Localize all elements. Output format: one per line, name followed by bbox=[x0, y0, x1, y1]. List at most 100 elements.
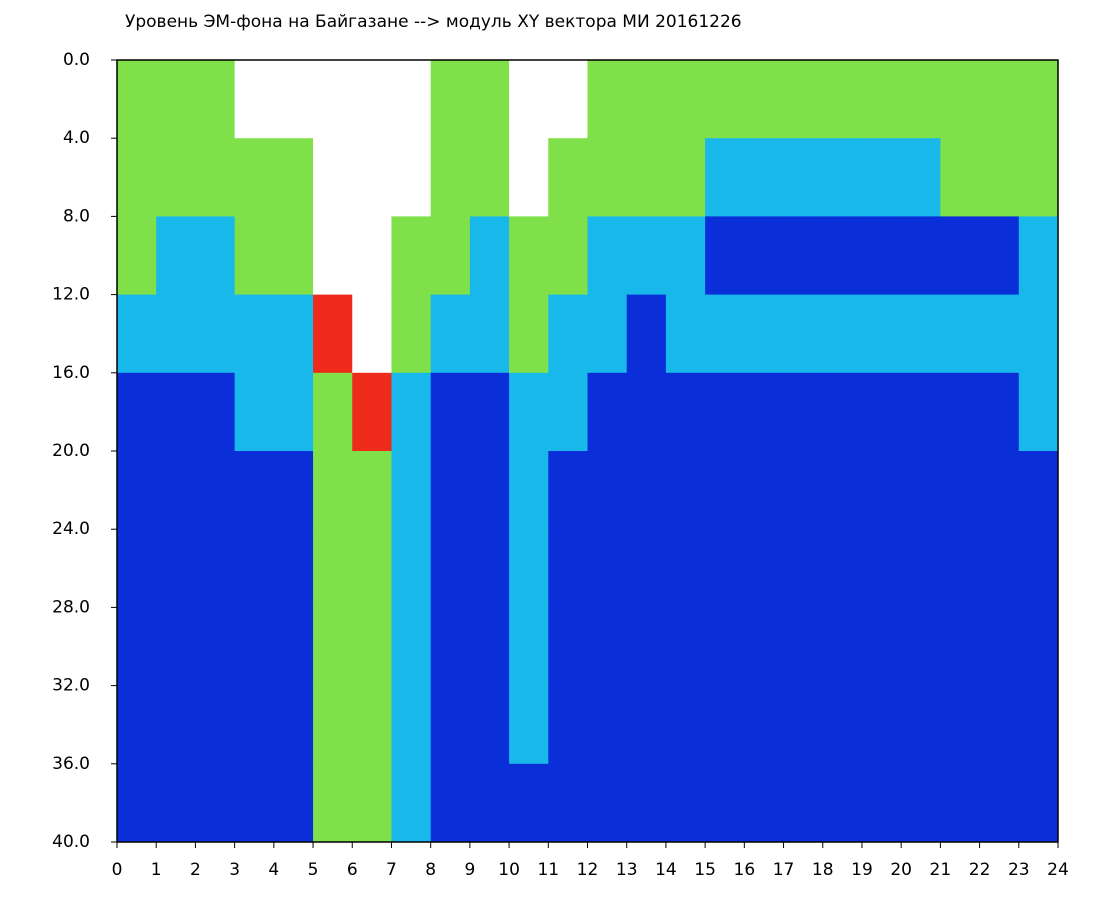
heatmap-cell bbox=[156, 529, 196, 608]
heatmap-cell bbox=[665, 138, 706, 217]
heatmap-cell bbox=[822, 763, 863, 843]
y-tick-label: 16.0 bbox=[52, 363, 90, 383]
heatmap-cell bbox=[234, 529, 275, 608]
heatmap-cell bbox=[469, 451, 510, 530]
heatmap-cell bbox=[861, 60, 902, 139]
heatmap-cell bbox=[587, 451, 628, 530]
heatmap-cell bbox=[234, 372, 275, 452]
heatmap-cell bbox=[783, 372, 824, 452]
heatmap-cell bbox=[1018, 451, 1059, 530]
heatmap-cell bbox=[587, 294, 628, 374]
heatmap-cell bbox=[861, 607, 902, 687]
x-tick-label: 4 bbox=[268, 860, 279, 880]
heatmap-cell bbox=[1018, 607, 1059, 687]
heatmap-cell bbox=[979, 294, 1020, 374]
heatmap-cell bbox=[979, 216, 1020, 296]
heatmap-cell bbox=[195, 607, 236, 687]
heatmap-cell bbox=[469, 294, 510, 374]
heatmap-cell bbox=[469, 529, 510, 608]
heatmap-cell bbox=[195, 372, 236, 452]
heatmap-cell bbox=[901, 372, 941, 452]
heatmap-cell bbox=[705, 529, 745, 608]
heatmap-cell bbox=[861, 529, 902, 608]
heatmap-cell bbox=[430, 529, 471, 608]
heatmap-cell bbox=[156, 607, 196, 687]
heatmap-cell bbox=[822, 451, 863, 530]
heatmap-cell bbox=[234, 685, 275, 765]
heatmap-cell bbox=[783, 763, 824, 843]
y-tick-label: 12.0 bbox=[52, 285, 90, 305]
x-tick-label: 10 bbox=[498, 860, 520, 880]
heatmap-cell bbox=[391, 372, 432, 452]
heatmap-cell bbox=[861, 138, 902, 217]
y-tick-label: 40.0 bbox=[52, 832, 90, 852]
heatmap-cell bbox=[979, 138, 1020, 217]
heatmap-cell bbox=[665, 451, 706, 530]
heatmap-cell bbox=[783, 529, 824, 608]
heatmap-cell bbox=[117, 529, 157, 608]
heatmap-cell bbox=[117, 372, 157, 452]
heatmap-cell bbox=[744, 60, 785, 139]
heatmap-cell bbox=[665, 216, 706, 296]
heatmap-cell bbox=[783, 294, 824, 374]
heatmap-cell bbox=[273, 372, 314, 452]
heatmap-cell bbox=[626, 763, 667, 843]
heatmap-cell bbox=[587, 216, 628, 296]
heatmap-cell bbox=[705, 685, 745, 765]
heatmap-cell bbox=[509, 763, 549, 843]
heatmap-cell bbox=[783, 451, 824, 530]
heatmap-cell bbox=[940, 294, 981, 374]
heatmap-cell bbox=[509, 372, 549, 452]
heatmap-cell bbox=[313, 607, 353, 687]
heatmap-cell bbox=[783, 216, 824, 296]
x-tick-label: 24 bbox=[1047, 860, 1069, 880]
heatmap-cell bbox=[391, 529, 432, 608]
heatmap-cell bbox=[940, 763, 981, 843]
heatmap-cell bbox=[430, 685, 471, 765]
heatmap-cell bbox=[195, 763, 236, 843]
heatmap-cell bbox=[117, 138, 157, 217]
x-tick-label: 9 bbox=[464, 860, 475, 880]
heatmap-cell bbox=[979, 60, 1020, 139]
heatmap-cell bbox=[195, 294, 236, 374]
heatmap-cell bbox=[156, 216, 196, 296]
x-tick-label: 3 bbox=[229, 860, 240, 880]
heatmap-cell bbox=[509, 451, 549, 530]
heatmap-cell bbox=[626, 216, 667, 296]
heatmap-cell bbox=[861, 763, 902, 843]
heatmap-cell bbox=[744, 529, 785, 608]
heatmap-cell bbox=[822, 60, 863, 139]
heatmap-cell bbox=[1018, 372, 1059, 452]
heatmap-cell bbox=[1018, 294, 1059, 374]
heatmap-cell bbox=[273, 138, 314, 217]
heatmap-cell bbox=[665, 529, 706, 608]
heatmap-cell bbox=[744, 685, 785, 765]
heatmap-cell bbox=[548, 216, 588, 296]
heatmap-cell bbox=[940, 372, 981, 452]
heatmap-cell bbox=[352, 529, 392, 608]
heatmap-cell bbox=[195, 529, 236, 608]
y-tick-label: 32.0 bbox=[52, 676, 90, 696]
heatmap-cell bbox=[940, 685, 981, 765]
heatmap-cell bbox=[587, 529, 628, 608]
heatmap-cell bbox=[391, 60, 432, 139]
heatmap-cell bbox=[352, 294, 392, 374]
heatmap-cell bbox=[234, 294, 275, 374]
heatmap-cell bbox=[940, 451, 981, 530]
heatmap-cell bbox=[117, 294, 157, 374]
heatmap-cell bbox=[391, 216, 432, 296]
x-tick-label: 22 bbox=[969, 860, 991, 880]
heatmap-cell bbox=[391, 763, 432, 843]
heatmap-cell bbox=[705, 451, 745, 530]
heatmap-cell bbox=[861, 451, 902, 530]
heatmap-cell bbox=[979, 372, 1020, 452]
heatmap-cell bbox=[195, 685, 236, 765]
heatmap-cell bbox=[156, 372, 196, 452]
heatmap-cell bbox=[313, 294, 353, 374]
heatmap-cell bbox=[430, 763, 471, 843]
heatmap-cell bbox=[430, 372, 471, 452]
heatmap-cell bbox=[234, 216, 275, 296]
heatmap-cell bbox=[548, 685, 588, 765]
heatmap-cell bbox=[273, 529, 314, 608]
